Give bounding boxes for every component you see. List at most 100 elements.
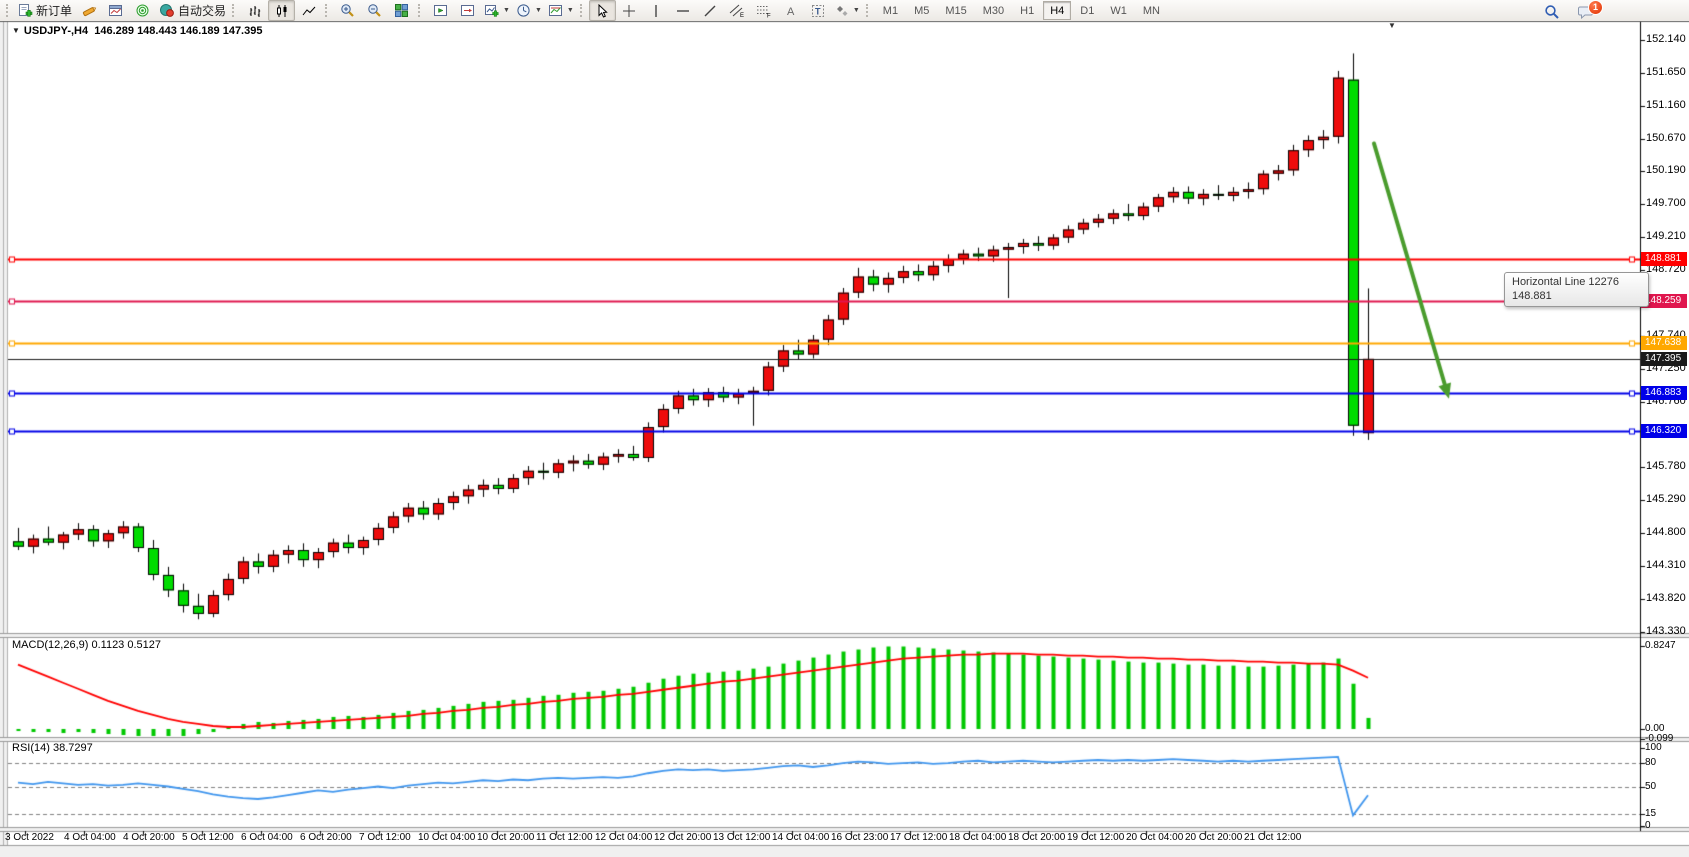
text-label-icon: T: [812, 4, 825, 17]
shapes-icon: [836, 5, 848, 16]
timeframe-h4-button[interactable]: H4: [1043, 1, 1072, 20]
autotrading-label: 自动交易: [178, 4, 227, 18]
price-axis-label: 144.800: [1646, 526, 1686, 538]
new-order-button[interactable]: 新订单: [15, 0, 75, 21]
price-axis-label: 144.310: [1646, 559, 1686, 571]
timeframe-h1-button[interactable]: H1: [1020, 4, 1035, 17]
time-axis-label: 4 Oct 04:00: [64, 832, 116, 843]
time-axis-label: 18 Oct 04:00: [949, 832, 1007, 843]
signal-icon: [136, 4, 149, 17]
price-level-badge: 148.259: [1641, 294, 1687, 308]
time-axis-label: 12 Oct 20:00: [654, 832, 712, 843]
new-order-icon: [19, 4, 33, 17]
auto-scroll-button[interactable]: [427, 0, 454, 21]
rsi-indicator-label: RSI(14) 38.7297: [12, 742, 93, 754]
autotrading-icon: [160, 4, 174, 17]
price-level-badge: 147.638: [1641, 336, 1687, 350]
tile-windows-button[interactable]: [388, 0, 415, 21]
price-axis-label: 151.160: [1646, 99, 1686, 111]
toolbar-grip[interactable]: [232, 4, 236, 17]
horizontal-line-button[interactable]: [670, 0, 697, 21]
rsi-axis-label: 80: [1645, 757, 1657, 768]
candlestick-chart-button[interactable]: [268, 0, 296, 21]
time-axis-label: 6 Oct 04:00: [241, 832, 293, 843]
vertical-line-icon: [655, 4, 658, 17]
arrows-button[interactable]: ▼: [832, 0, 863, 21]
price-axis-label: 145.780: [1646, 460, 1686, 472]
periods-button[interactable]: ▼: [513, 0, 545, 21]
bar-chart-icon: [249, 5, 260, 17]
svg-text:T: T: [815, 6, 821, 16]
toolbar-grip[interactable]: [579, 4, 584, 17]
templates-button[interactable]: ▼: [545, 0, 577, 21]
timeframe-mn-button[interactable]: MN: [1142, 4, 1160, 17]
search-button[interactable]: [1538, 1, 1565, 22]
crosshair-icon: [623, 4, 636, 17]
chart-shift-button[interactable]: [454, 0, 481, 21]
trendline-button[interactable]: [697, 0, 724, 21]
chart-shift-marker-icon[interactable]: ▼: [1388, 21, 1396, 30]
line-chart-button[interactable]: [295, 0, 322, 21]
time-axis-label: 7 Oct 12:00: [359, 832, 411, 843]
bar-chart-button[interactable]: [241, 0, 268, 21]
toolbar-grip[interactable]: [418, 4, 422, 17]
time-axis-label: 14 Oct 04:00: [772, 832, 830, 843]
signals-button[interactable]: [129, 0, 156, 21]
hline-tooltip: Horizontal Line 12276 148.881: [1504, 272, 1649, 307]
equidistant-channel-button[interactable]: E: [724, 0, 751, 21]
timeframe-group: M1 M5 M15 M30 H1 H4 D1 W1 MN: [875, 1, 1168, 20]
hline-tooltip-value: 148.881: [1512, 290, 1552, 302]
new-chart-button[interactable]: [102, 0, 129, 21]
price-axis-label: 148.720: [1646, 263, 1686, 275]
crosshair-button[interactable]: [616, 0, 643, 21]
fibonacci-button[interactable]: F: [751, 0, 778, 21]
chart-window-icon: [109, 5, 123, 16]
chart-ohlc: 146.289 148.443 146.189 147.395: [94, 25, 263, 37]
cursor-button[interactable]: [588, 0, 616, 21]
zoom-in-icon: [341, 4, 354, 17]
search-icon: [1544, 4, 1559, 19]
toolbar-grip[interactable]: [865, 4, 870, 17]
fibonacci-icon: F: [757, 5, 771, 18]
autotrading-button[interactable]: 自动交易: [156, 0, 229, 21]
text-label-button[interactable]: T: [805, 0, 832, 21]
chevron-down-icon: ▼: [534, 7, 542, 14]
timeframe-d1-button[interactable]: D1: [1080, 4, 1095, 17]
tile-windows-icon: [395, 4, 409, 17]
zoom-out-button[interactable]: [361, 0, 388, 21]
rsi-axis-label: 50: [1645, 781, 1657, 792]
chevron-down-icon: ▼: [503, 7, 510, 14]
timeframe-m15-button[interactable]: M15: [945, 4, 967, 17]
timeframe-w1-button[interactable]: W1: [1110, 4, 1127, 17]
text-button[interactable]: A: [778, 0, 805, 21]
time-axis-label: 20 Oct 20:00: [1185, 832, 1243, 843]
line-chart-icon: [302, 6, 315, 15]
clock-icon: [517, 4, 530, 17]
vertical-line-button[interactable]: [643, 0, 670, 21]
text-icon: A: [787, 6, 795, 18]
notifications-button[interactable]: 1: [1573, 0, 1603, 22]
price-axis-label: 143.820: [1646, 592, 1686, 604]
zoom-in-button[interactable]: [334, 0, 361, 21]
price-level-badge: 147.395: [1641, 352, 1687, 366]
chevron-down-icon: ▼: [566, 7, 574, 14]
styles-button[interactable]: [75, 0, 102, 21]
timeframe-m30-button[interactable]: M30: [982, 4, 1005, 17]
time-axis-label: 3 Oct 2022: [5, 832, 54, 843]
add-indicator-button[interactable]: ▼: [481, 0, 513, 21]
price-axis-label: 149.210: [1646, 230, 1686, 242]
price-axis-label: 151.650: [1646, 66, 1686, 78]
toolbar-grip[interactable]: [6, 4, 10, 17]
timeframe-m5-button[interactable]: M5: [914, 4, 930, 17]
horizontal-line-icon: [677, 9, 690, 12]
candlestick-icon: [276, 4, 287, 17]
macd-axis-label: 0.8247: [1645, 640, 1676, 651]
timeframe-m1-button[interactable]: M1: [882, 4, 899, 17]
toolbar-grip[interactable]: [325, 4, 329, 17]
svg-text:E: E: [740, 13, 744, 18]
template-icon: [548, 5, 562, 16]
crayon-icon: [82, 7, 96, 17]
macd-indicator-label: MACD(12,26,9) 0.1123 0.5127: [12, 639, 161, 651]
time-axis-label: 16 Oct 23:00: [831, 832, 889, 843]
